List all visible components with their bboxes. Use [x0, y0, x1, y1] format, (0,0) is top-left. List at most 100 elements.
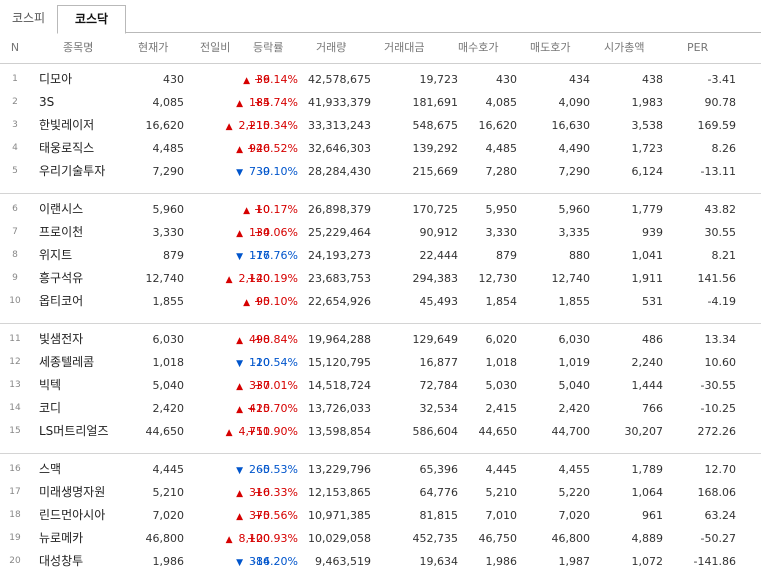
table-row: 9 흥구석유 12,740 ▲ 2,140 +20.19% 23,683,753 294,38… [0, 267, 761, 290]
bid-price: 1,986 [485, 555, 518, 568]
stock-name-link[interactable]: 빅텍 [39, 378, 62, 392]
stock-name-link[interactable]: 옵티코어 [39, 294, 84, 308]
up-arrow-icon: ▲ [236, 512, 243, 522]
row-number: 20 [9, 556, 21, 566]
stock-name-link[interactable]: 우리기술투자 [39, 164, 106, 178]
change-value: 2,210 [238, 119, 271, 132]
trade-volume: 15,120,795 [308, 356, 371, 369]
trade-amount: 215,669 [412, 165, 459, 178]
trade-volume: 22,654,926 [308, 295, 371, 308]
table-row: 15 LS머트리얼즈 44,650 ▲ 4,750 +11.90% 13,598,854 58… [0, 420, 761, 443]
market-cap: 1,064 [631, 486, 664, 499]
change-rate: -16.20% [252, 555, 298, 568]
table-row: 5 우리기술투자 7,290 ▼ 730 -9.10% 28,284,430 215,669 7… [0, 160, 761, 183]
stock-name-link[interactable]: LS머트리얼즈 [39, 424, 109, 438]
per-value: -10.25 [700, 402, 736, 415]
table-row: 8 위지트 879 ▼ 177 -16.76% 24,193,273 22,444 879 880… [0, 244, 761, 267]
up-arrow-icon: ▲ [243, 76, 250, 86]
col-header-n[interactable]: N [10, 41, 20, 54]
per-value: 90.78 [704, 96, 737, 109]
trade-volume: 32,646,303 [308, 142, 371, 155]
current-price: 5,960 [152, 203, 185, 216]
col-header-price[interactable]: 현재가 [138, 41, 169, 54]
stock-name-link[interactable]: 미래생명자원 [39, 485, 106, 499]
row-number: 5 [12, 166, 18, 176]
col-header-name[interactable]: 종목명 [63, 41, 94, 54]
trade-volume: 25,229,464 [308, 226, 371, 239]
stock-name-link[interactable]: 위지트 [39, 248, 73, 262]
stock-name-link[interactable]: 디모아 [39, 72, 73, 86]
stock-name-link[interactable]: 뉴로메카 [39, 531, 84, 545]
per-value: 169.59 [697, 119, 737, 132]
stock-name-link[interactable]: 대성창투 [39, 554, 84, 568]
down-arrow-icon: ▼ [236, 466, 243, 476]
row-number: 15 [9, 426, 21, 436]
ask-price: 6,030 [558, 333, 591, 346]
ask-price: 3,335 [558, 226, 591, 239]
trade-amount: 72,784 [419, 379, 459, 392]
trade-volume: 24,193,273 [308, 249, 371, 262]
col-header-ask[interactable]: 매도호가 [530, 41, 571, 54]
per-value: 63.24 [704, 509, 737, 522]
change-rate: +4.06% [253, 226, 298, 239]
up-arrow-icon: ▲ [236, 145, 243, 155]
current-price: 879 [163, 249, 184, 262]
ask-price: 5,040 [558, 379, 591, 392]
per-value: -13.11 [700, 165, 736, 178]
trade-amount: 129,649 [412, 333, 459, 346]
col-header-volume[interactable]: 거래량 [316, 41, 347, 54]
stock-name-link[interactable]: 이랜시스 [39, 202, 84, 216]
trade-amount: 139,292 [412, 142, 459, 155]
ask-price: 880 [569, 249, 590, 262]
stock-name-link[interactable]: 한빛레이저 [39, 118, 95, 132]
stock-name-link[interactable]: 세종텔레콤 [39, 355, 95, 369]
stock-name-link[interactable]: 3S [39, 95, 55, 109]
ask-price: 7,020 [558, 509, 591, 522]
current-price: 1,855 [152, 295, 185, 308]
ask-price: 1,855 [558, 295, 591, 308]
down-arrow-icon: ▼ [236, 558, 243, 568]
up-arrow-icon: ▲ [243, 206, 250, 216]
group-divider [0, 323, 761, 324]
down-arrow-icon: ▼ [236, 168, 243, 178]
ask-price: 5,960 [558, 203, 591, 216]
bid-price: 5,210 [485, 486, 518, 499]
row-number: 18 [9, 510, 21, 520]
trade-amount: 65,396 [419, 463, 459, 476]
ask-price: 46,800 [551, 532, 591, 545]
bid-price: 12,730 [478, 272, 518, 285]
row-number: 6 [12, 204, 18, 214]
bid-price: 5,030 [485, 379, 518, 392]
col-header-change[interactable]: 전일비 [200, 41, 231, 54]
stock-name-link[interactable]: 스맥 [39, 462, 62, 476]
stock-name-link[interactable]: 프로이천 [39, 225, 84, 239]
col-header-market-cap[interactable]: 시가총액 [604, 41, 645, 54]
market-cap: 438 [642, 73, 663, 86]
trade-amount: 45,493 [419, 295, 459, 308]
tab-kospi[interactable]: 코스피 [0, 5, 57, 33]
col-header-amount[interactable]: 거래대금 [384, 41, 425, 54]
col-header-per[interactable]: PER [687, 41, 709, 54]
trade-amount: 452,735 [412, 532, 459, 545]
market-cap: 766 [642, 402, 663, 415]
tab-kosdaq[interactable]: 코스닥 [57, 5, 126, 34]
stock-name-link[interactable]: 코디 [39, 401, 62, 415]
price-change: ▲ 36 [195, 68, 270, 93]
table-row: 17 미래생명자원 5,210 ▲ 310 +6.33% 12,153,865 64,776 5… [0, 481, 761, 504]
stock-name-link[interactable]: 빛샘전자 [39, 332, 84, 346]
stock-name-link[interactable]: 린드먼아시아 [39, 508, 106, 522]
trade-amount: 22,444 [419, 249, 459, 262]
change-rate: +15.34% [246, 119, 298, 132]
table-row: 20 대성창투 1,986 ▼ 384 -16.20% 9,463,519 19,634 1,9… [0, 550, 761, 573]
trade-amount: 586,604 [412, 425, 459, 438]
ask-price: 434 [569, 73, 590, 86]
down-arrow-icon: ▼ [236, 252, 243, 262]
stock-name-link[interactable]: 태웅로직스 [39, 141, 95, 155]
change-rate: -16.76% [252, 249, 298, 262]
change-rate: +20.70% [246, 402, 298, 415]
change-value: 185 [249, 96, 270, 109]
col-header-rate[interactable]: 등락률 [253, 41, 284, 54]
col-header-bid[interactable]: 매수호가 [458, 41, 499, 54]
table-row: 3 한빛레이저 16,620 ▲ 2,210 +15.34% 33,313,243 548,6… [0, 114, 761, 137]
stock-name-link[interactable]: 흥구석유 [39, 271, 84, 285]
